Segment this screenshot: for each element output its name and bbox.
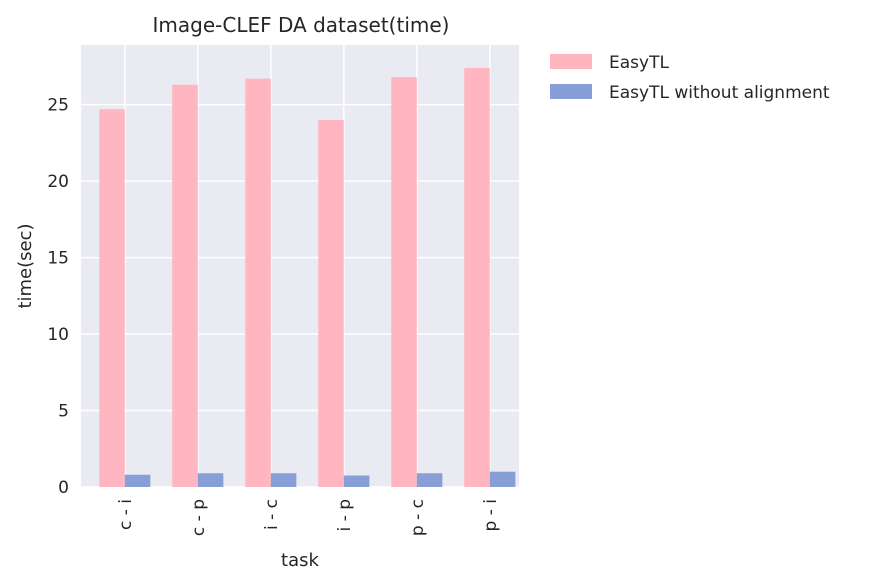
legend-label: EasyTL (609, 53, 669, 73)
y-tick-label: 5 (58, 402, 69, 422)
x-tick-label: p - i (481, 499, 501, 531)
bars (99, 67, 516, 488)
x-tick-label: p - c (408, 499, 428, 536)
y-tick-label: 25 (47, 96, 69, 116)
x-tick-label: c - p (189, 499, 209, 536)
y-tick-label: 20 (47, 172, 69, 192)
y-tick-label: 15 (47, 249, 69, 269)
legend-swatch (550, 54, 592, 69)
bar-easytl (99, 109, 125, 487)
y-tick-label: 0 (58, 478, 69, 498)
bar-easytl (464, 67, 490, 488)
bar-easytl-without-alignment (124, 474, 151, 487)
bar-easytl-without-alignment (270, 473, 297, 487)
bar-easytl (318, 119, 344, 488)
y-tick-labels: 0 5 10 15 20 25 (47, 96, 69, 498)
bar-easytl-without-alignment (197, 473, 224, 487)
y-tick-label: 10 (47, 325, 69, 345)
plot-area (81, 45, 519, 487)
bar-easytl-without-alignment (416, 473, 443, 487)
bar-easytl (245, 78, 271, 487)
bar-easytl (391, 77, 417, 487)
bar-easytl-without-alignment (343, 475, 370, 487)
y-axis-label: time(sec) (15, 223, 36, 308)
bar-easytl (172, 84, 198, 487)
x-tick-label: i - p (335, 499, 355, 531)
x-axis-label: task (281, 550, 319, 571)
x-tick-label: i - c (262, 499, 282, 530)
legend-label: EasyTL without alignment (609, 83, 830, 103)
bar-easytl-without-alignment (489, 471, 516, 487)
x-tick-label: c - i (116, 499, 136, 530)
legend-swatch (550, 84, 592, 99)
chart-title: Image-CLEF DA dataset(time) (153, 13, 450, 37)
legend: EasyTL EasyTL without alignment (550, 53, 830, 103)
